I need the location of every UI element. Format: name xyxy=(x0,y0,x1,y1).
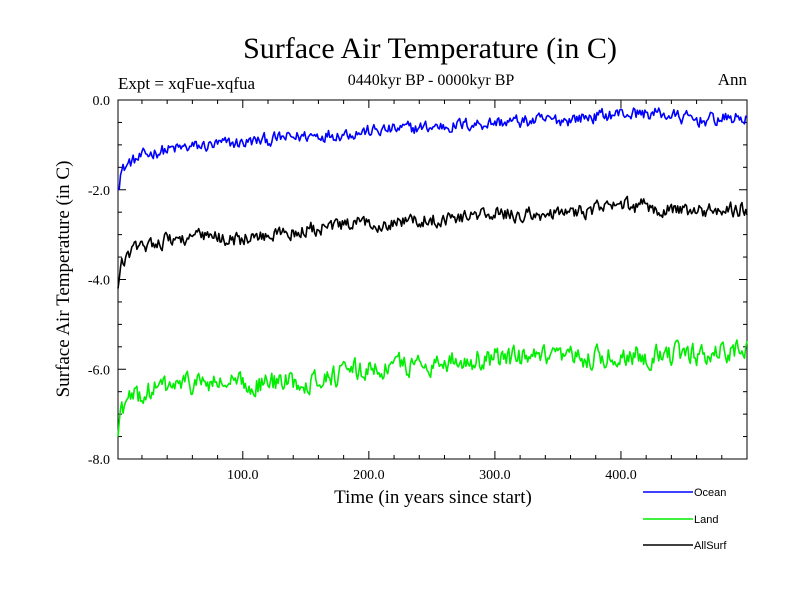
chart-title: Surface Air Temperature (in C) xyxy=(243,32,617,65)
x-tick-label: 100.0 xyxy=(227,468,259,483)
x-axis-title: Time (in years since start) xyxy=(334,487,532,508)
y-tick-label: -6.0 xyxy=(88,363,110,378)
axis-tick-labels: 100.0 200.0 300.0 400.0 0.0 -2.0 -4.0 -6.0 -8.0 xyxy=(88,94,637,483)
legend-label-ocean: Ocean xyxy=(694,487,726,499)
y-axis-title: Surface Air Temperature (in C) xyxy=(53,161,74,398)
plot-frame xyxy=(117,99,748,460)
season-label: Ann xyxy=(718,70,748,89)
axis-ticks xyxy=(118,99,747,460)
series-lines xyxy=(117,107,748,437)
chart-subtitle: 0440kyr BP - 0000kyr BP xyxy=(348,72,515,89)
y-tick-label: -2.0 xyxy=(88,184,110,199)
x-tick-label: 300.0 xyxy=(479,468,511,483)
y-tick-label: -4.0 xyxy=(88,274,110,289)
series-line-land xyxy=(117,339,748,437)
legend-label-land: Land xyxy=(694,514,718,526)
x-tick-label: 200.0 xyxy=(353,468,385,483)
y-tick-label: 0.0 xyxy=(93,94,111,109)
legend-label-allsurf: AllSurf xyxy=(694,540,727,552)
x-tick-label: 400.0 xyxy=(605,468,637,483)
experiment-label: Expt = xqFue-xqfua xyxy=(118,74,256,93)
y-tick-label: -8.0 xyxy=(88,453,110,468)
series-line-allsurf xyxy=(117,195,748,289)
series-line-ocean xyxy=(117,107,748,191)
legend: Ocean Land AllSurf xyxy=(643,487,727,552)
